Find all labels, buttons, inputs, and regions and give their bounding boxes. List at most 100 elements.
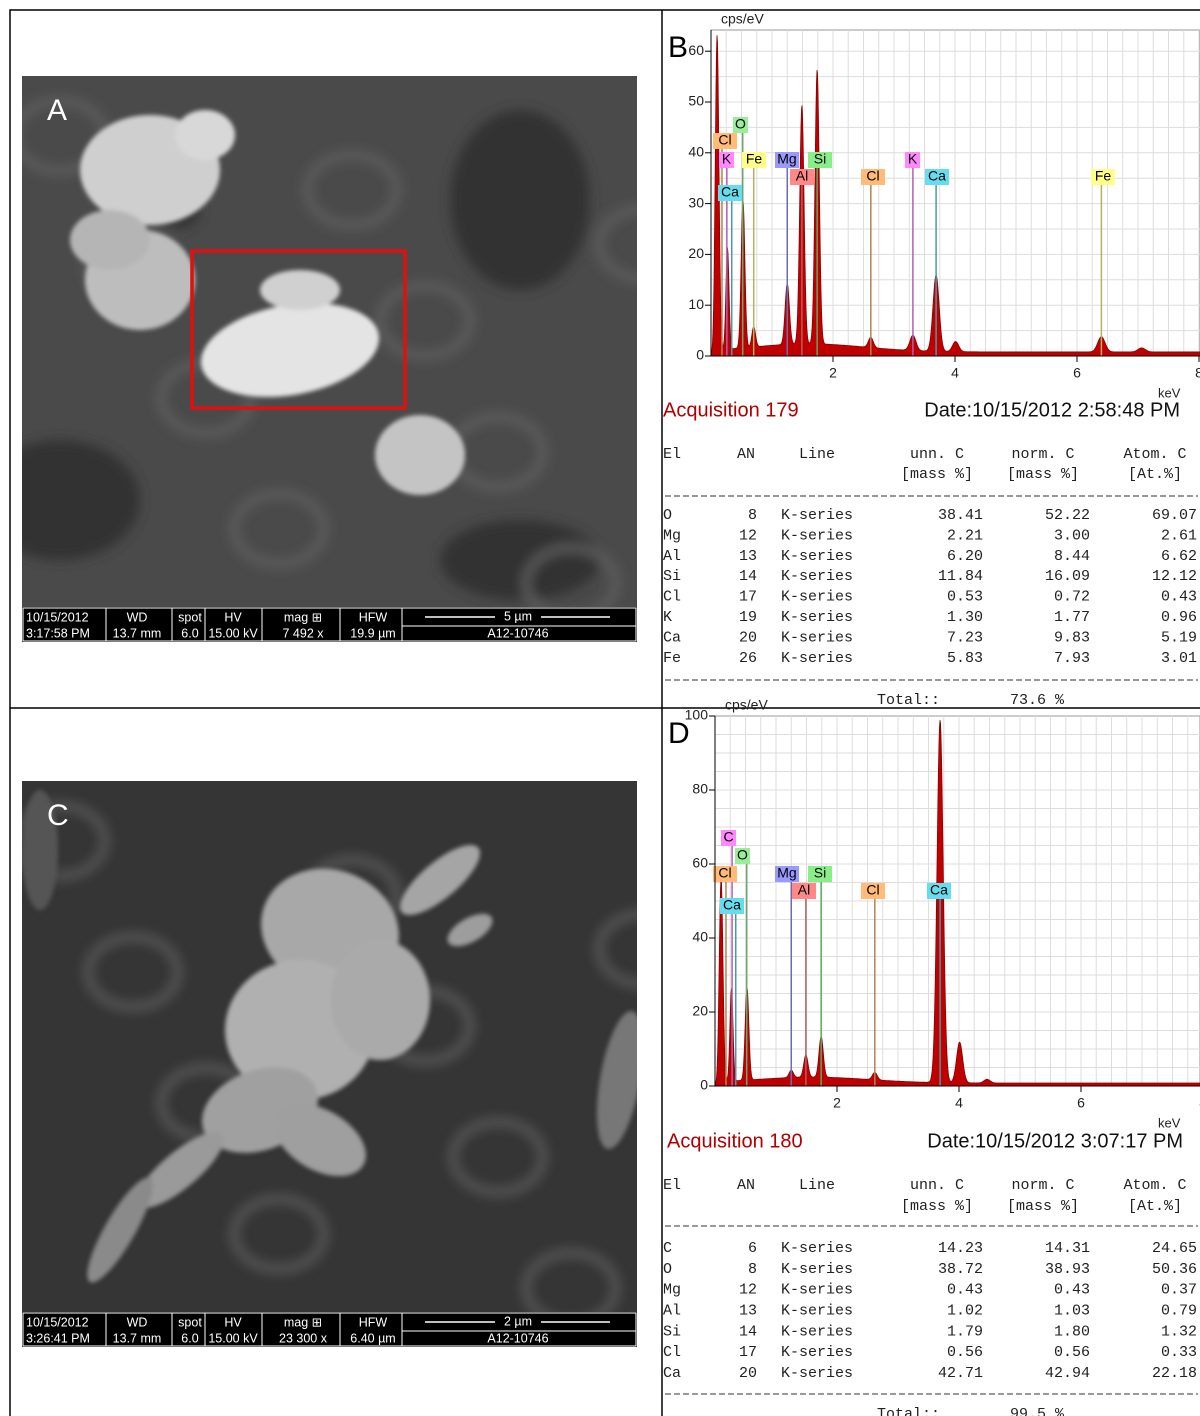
table-cell: K [663,609,672,626]
element-label: K [722,151,732,167]
y-tick-label: 40 [692,929,708,945]
element-label: Ca [723,897,741,913]
table-cell: K-series [781,1261,853,1278]
table-cell: 0.72 [1054,589,1090,606]
y-tick-label: 30 [688,194,704,210]
acquisition: Acquisition 179 [663,399,799,421]
table-cell: 1.02 [947,1303,983,1320]
table-cell: 17 [739,589,757,606]
table-cell: O [663,1261,672,1278]
table-header: unn. C [910,1177,964,1194]
info-time: 3:17:58 PM [26,626,90,640]
table-cell: K-series [781,650,853,667]
info-field-value: 6.40 µm [350,1331,395,1345]
total-value: 99.5 % [1010,1406,1065,1416]
element-label: K [908,151,918,167]
table-cell: 14.31 [1045,1240,1090,1257]
table-cell: K-series [781,1282,853,1299]
y-tick-label: 0 [696,347,704,363]
table-cell: 1.03 [1054,1303,1090,1320]
table-cell: 6.62 [1161,548,1197,565]
table-cell: Cl [663,589,681,606]
table-cell: Ca [663,629,681,646]
table-header: Line [799,1177,835,1194]
table-header: [At.%] [1128,466,1182,483]
table-header: [mass %] [901,466,973,483]
particle [375,415,465,495]
info-field-name: WD [127,1315,148,1329]
table-cell: K-series [781,1303,853,1320]
total-label: Total:: [877,692,940,709]
y-axis-label: cps/eV [725,697,768,713]
table-cell: 38.72 [938,1261,983,1278]
info-date: 10/15/2012 [26,610,89,624]
table-header: Line [799,446,835,463]
element-label: Cl [718,865,731,881]
table-header: [At.%] [1128,1198,1182,1215]
table-header: Atom. C [1123,446,1186,463]
info-field-value: 23 300 x [279,1331,328,1345]
y-tick-label: 20 [688,245,704,261]
x-tick-label: 6 [1073,365,1081,381]
table-cell: 0.33 [1161,1344,1197,1361]
panel-label: B [668,31,688,64]
table-cell: 19 [739,609,757,626]
info-field-value: 13.7 mm [113,626,162,640]
table-cell: 0.37 [1161,1282,1197,1299]
info-field-value: 15.00 kV [208,1331,258,1345]
info-field-name: mag ⊞ [284,1315,322,1329]
element-label: Fe [1095,168,1112,184]
table-cell: 6.20 [947,548,983,565]
table-cell: 9.83 [1054,629,1090,646]
table-cell: 8.44 [1054,548,1090,565]
figure: A10/15/20123:17:58 PMWD13.7 mmspot6.0HV1… [0,0,1200,1416]
element-label: Cl [866,168,879,184]
scale-bar-label: 2 µm [504,1314,532,1328]
y-tick-label: 60 [688,42,704,58]
particle [70,210,150,270]
table-cell: 17 [739,1344,757,1361]
info-field-name: mag ⊞ [284,610,322,624]
table-header: Atom. C [1123,1177,1186,1194]
table-cell: K-series [781,507,853,524]
table-header: El [663,446,681,463]
table-cell: 0.43 [1161,589,1197,606]
table-cell: 12 [739,1282,757,1299]
acquisition-date: Date:10/15/2012 2:58:48 PM [924,399,1180,421]
table-cell: 12.12 [1152,568,1197,585]
y-tick-label: 40 [688,144,704,160]
table-header: [mass %] [901,1198,973,1215]
element-label: Si [814,151,826,167]
table-cell: K-series [781,609,853,626]
element-label: Ca [721,184,739,200]
total-label: Total:: [877,1406,940,1416]
table-cell: 1.32 [1161,1323,1197,1340]
table-cell: 22.18 [1152,1365,1197,1382]
table-cell: O [663,507,672,524]
table-cell: 0.43 [1054,1282,1090,1299]
x-tick-label: 2 [833,1095,841,1111]
table-cell: 16.09 [1045,568,1090,585]
table-cell: 0.53 [947,589,983,606]
table-cell: 50.36 [1152,1261,1197,1278]
table-cell: 14 [739,568,757,585]
y-tick-label: 10 [688,296,704,312]
table-cell: Al [663,1303,681,1320]
table-cell: Si [663,1323,681,1340]
table-cell: 13 [739,1303,757,1320]
table-cell: 38.93 [1045,1261,1090,1278]
info-time: 3:26:41 PM [26,1331,90,1345]
table-cell: K-series [781,1365,853,1382]
panel-label: A [47,94,67,127]
panel-label: D [668,717,690,750]
table-cell: 14.23 [938,1240,983,1257]
table-cell: 0.43 [947,1282,983,1299]
table-cell: 5.19 [1161,629,1197,646]
table-cell: 0.96 [1161,609,1197,626]
table-cell: 5.83 [947,650,983,667]
info-field-value: 7 492 x [282,626,324,640]
table-header: [mass %] [1007,466,1079,483]
info-field-value: 13.7 mm [113,1331,162,1345]
x-tick-label: 6 [1077,1095,1085,1111]
table-cell: 20 [739,629,757,646]
